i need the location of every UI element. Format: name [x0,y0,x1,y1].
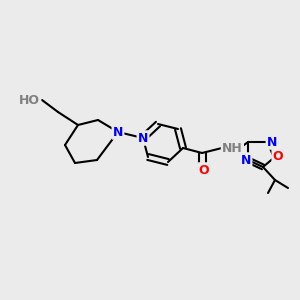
Text: NH: NH [222,142,243,154]
Text: N: N [138,131,148,145]
Text: N: N [267,136,277,148]
Text: N: N [241,154,251,166]
Text: N: N [113,125,123,139]
Text: HO: HO [19,94,40,106]
Text: O: O [199,164,209,176]
Text: O: O [273,149,283,163]
